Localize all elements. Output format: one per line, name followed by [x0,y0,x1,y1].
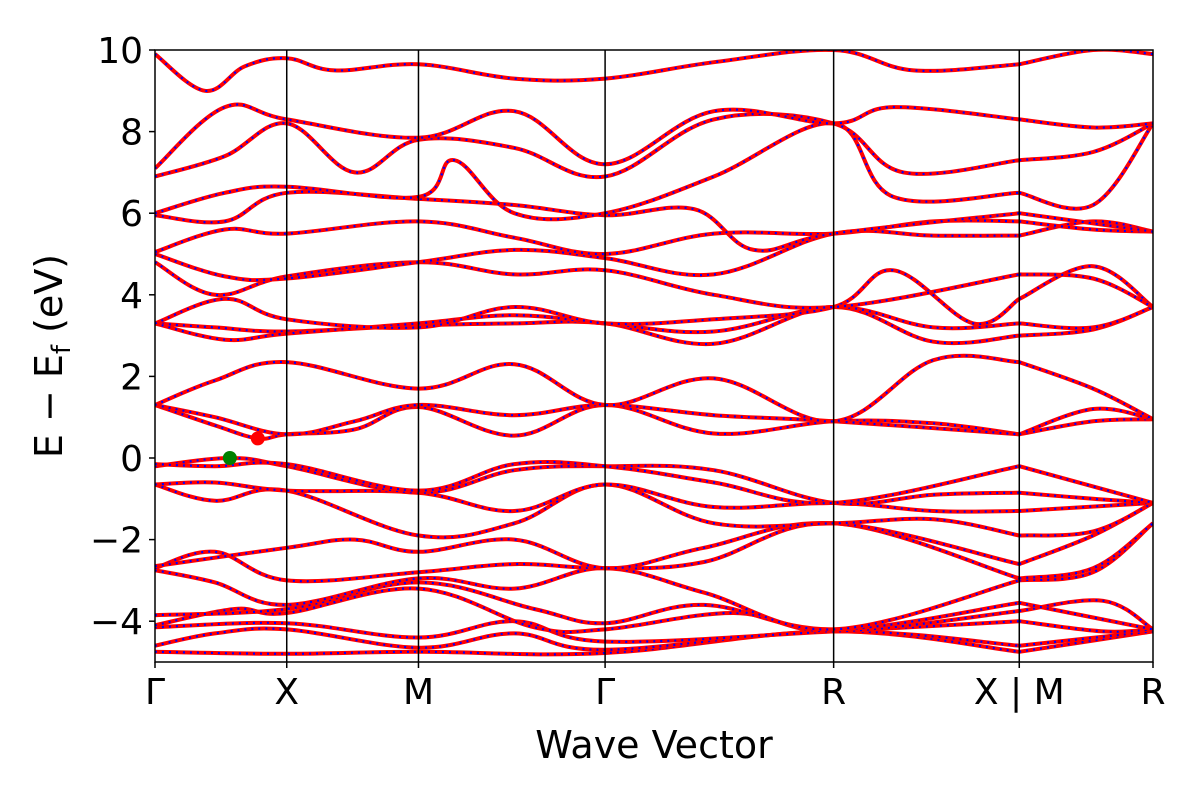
band-14-solid [155,353,1153,424]
y-axis-title-main: E − E [27,354,71,458]
y-axis-title-subscript: f [47,344,77,354]
band-22-dotted [155,122,1153,221]
x-tick-label-2: M [403,672,434,713]
x-tick-label-6: R [1140,672,1165,713]
band-24-solid [155,102,1153,170]
band-14-dotted [155,354,1153,423]
y-tick-label-5: 0 [120,439,143,480]
bands-layer [155,50,1153,657]
band-2-dotted [155,620,1153,643]
x-axis-title: Wave Vector [535,723,773,767]
y-tick-label-2: 6 [120,194,143,235]
kpoint-lines [285,50,1021,662]
y-axis-title-unit: (eV) [27,254,71,345]
markers-layer [222,431,265,465]
band-22-solid [155,121,1153,222]
band-10-dotted [155,456,1153,506]
y-axis-ticks: 10 8 6 4 2 0 −2 −4 [90,31,155,643]
band-25-solid [155,50,1153,93]
x-tick-label-0: Γ [145,672,165,713]
band-21-solid [155,189,1153,253]
x-axis-ticks: Γ X M Γ R X | M R [145,662,1166,713]
y-tick-label-1: 8 [120,113,143,154]
band-16-dotted [155,305,1153,342]
band-13-dotted [155,403,1153,436]
x-tick-label-1: X [274,672,299,713]
marker-0 [222,451,237,465]
band-6-dotted [155,522,1153,583]
band-24-dotted [155,103,1153,170]
y-axis-title: E − Ef (eV) [27,254,77,458]
x-tick-label-4: R [821,672,846,713]
y-tick-label-6: −2 [90,521,143,562]
x-tick-label-3: Γ [595,672,615,713]
y-tick-label-0: 10 [97,31,143,72]
plot-frame [154,49,1154,663]
band-11-dotted [155,460,1153,505]
y-tick-label-3: 4 [120,276,143,317]
band-15-dotted [155,305,1153,346]
band-9-dotted [155,481,1153,513]
band-19-dotted [155,220,1153,282]
band-23-solid [155,111,1153,180]
marker-1 [250,431,265,446]
y-tick-label-7: −4 [90,602,143,643]
y-tick-label-4: 2 [120,357,143,398]
band-4-dotted [155,581,1153,631]
band-13-solid [155,402,1153,437]
band-18-dotted [155,261,1153,309]
x-tick-label-5: X | M [974,672,1065,713]
